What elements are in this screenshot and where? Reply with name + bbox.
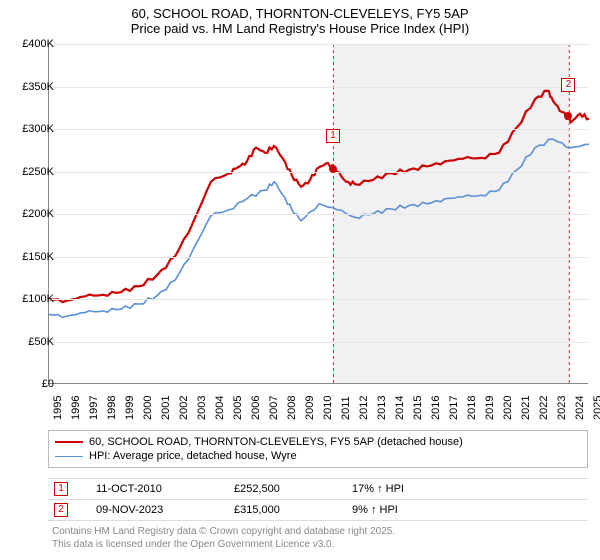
x-tick-label: 2006: [250, 396, 262, 420]
gridline: [49, 257, 588, 258]
x-tick-label: 2012: [358, 396, 370, 420]
x-tick-label: 2009: [304, 396, 316, 420]
callout-flag: 1: [326, 129, 340, 143]
x-tick-label: 2020: [502, 396, 514, 420]
y-tick-label: £0: [42, 378, 54, 390]
callout-table: 1 11-OCT-2010 £252,500 17% ↑ HPI 2 09-NO…: [48, 478, 588, 521]
x-tick-label: 2010: [322, 396, 334, 420]
y-tick-label: £400K: [22, 38, 54, 50]
x-tick-label: 2017: [448, 396, 460, 420]
gridline: [49, 172, 588, 173]
x-tick-label: 2005: [232, 396, 244, 420]
x-tick-label: 2000: [142, 396, 154, 420]
chart-container: 60, SCHOOL ROAD, THORNTON-CLEVELEYS, FY5…: [0, 0, 600, 560]
callout-number: 2: [54, 503, 68, 517]
callout-date: 11-OCT-2010: [96, 483, 206, 495]
legend-label: 60, SCHOOL ROAD, THORNTON-CLEVELEYS, FY5…: [89, 436, 463, 448]
y-tick-label: £200K: [22, 208, 54, 220]
x-tick-label: 1999: [124, 396, 136, 420]
x-tick-label: 2007: [268, 396, 280, 420]
y-tick-label: £100K: [22, 293, 54, 305]
callout-price: £252,500: [234, 483, 324, 495]
callout-number: 1: [54, 482, 68, 496]
x-tick-label: 1995: [52, 396, 64, 420]
x-tick-label: 2019: [484, 396, 496, 420]
x-tick-label: 2022: [538, 396, 550, 420]
y-tick-label: £50K: [28, 336, 54, 348]
legend-item: HPI: Average price, detached house, Wyre: [55, 449, 581, 463]
x-tick-label: 2024: [574, 396, 586, 420]
price-marker: [329, 165, 337, 173]
gridline: [49, 214, 588, 215]
callout-pct: 9% ↑ HPI: [352, 504, 442, 516]
x-tick-label: 2018: [466, 396, 478, 420]
legend: 60, SCHOOL ROAD, THORNTON-CLEVELEYS, FY5…: [48, 430, 588, 468]
x-tick-label: 2011: [340, 396, 352, 420]
gridline: [49, 299, 588, 300]
x-tick-label: 2002: [178, 396, 190, 420]
x-tick-label: 1998: [106, 396, 118, 420]
x-tick-label: 2015: [412, 396, 424, 420]
x-tick-label: 2008: [286, 396, 298, 420]
legend-swatch: [55, 441, 83, 443]
legend-item: 60, SCHOOL ROAD, THORNTON-CLEVELEYS, FY5…: [55, 435, 581, 449]
plot-area: 12: [48, 44, 588, 384]
x-tick-label: 2016: [430, 396, 442, 420]
gridline: [49, 87, 588, 88]
gridline: [49, 44, 588, 45]
x-tick-label: 2004: [214, 396, 226, 420]
y-tick-label: £150K: [22, 251, 54, 263]
legend-label: HPI: Average price, detached house, Wyre: [89, 450, 297, 462]
y-tick-label: £350K: [22, 81, 54, 93]
gridline: [49, 342, 588, 343]
x-tick-label: 2025: [592, 396, 600, 420]
footer-note: Contains HM Land Registry data © Crown c…: [52, 526, 395, 551]
callout-row: 1 11-OCT-2010 £252,500 17% ↑ HPI: [48, 478, 588, 500]
x-tick-label: 2013: [376, 396, 388, 420]
title-line1: 60, SCHOOL ROAD, THORNTON-CLEVELEYS, FY5…: [0, 6, 600, 21]
series-price_paid: [49, 91, 589, 302]
footer-line1: Contains HM Land Registry data © Crown c…: [52, 526, 395, 539]
x-tick-label: 1997: [88, 396, 100, 420]
x-tick-label: 1996: [70, 396, 82, 420]
gridline: [49, 129, 588, 130]
callout-flag: 2: [561, 78, 575, 92]
footer-line2: This data is licensed under the Open Gov…: [52, 539, 395, 552]
x-tick-label: 2001: [160, 396, 172, 420]
x-tick-label: 2003: [196, 396, 208, 420]
y-tick-label: £300K: [22, 123, 54, 135]
x-tick-label: 2023: [556, 396, 568, 420]
callout-pct: 17% ↑ HPI: [352, 483, 442, 495]
title-line2: Price paid vs. HM Land Registry's House …: [0, 21, 600, 36]
callout-price: £315,000: [234, 504, 324, 516]
chart-title: 60, SCHOOL ROAD, THORNTON-CLEVELEYS, FY5…: [0, 0, 600, 36]
x-tick-label: 2021: [520, 396, 532, 420]
x-tick-label: 2014: [394, 396, 406, 420]
y-tick-label: £250K: [22, 166, 54, 178]
callout-row: 2 09-NOV-2023 £315,000 9% ↑ HPI: [48, 500, 588, 521]
price-marker: [564, 112, 572, 120]
legend-swatch: [55, 456, 83, 457]
callout-date: 09-NOV-2023: [96, 504, 206, 516]
